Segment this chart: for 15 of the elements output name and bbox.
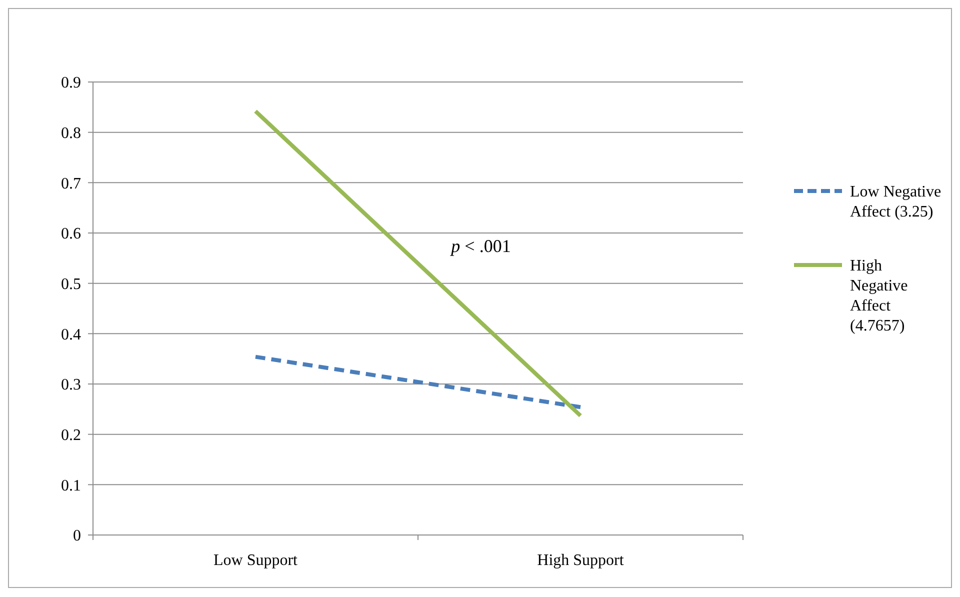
y-tick-label: 0.5 bbox=[61, 276, 81, 293]
y-tick-label: 0 bbox=[73, 528, 81, 545]
x-tick-label: Low Support bbox=[214, 552, 298, 569]
y-tick-label: 0.1 bbox=[61, 477, 81, 494]
y-tick-label: 0.2 bbox=[61, 426, 81, 444]
legend-label: Low Negative Affect (3.25) bbox=[850, 184, 942, 221]
x-tick-label: High Support bbox=[537, 552, 624, 569]
y-tick-label: 0.3 bbox=[61, 376, 81, 394]
y-tick-label: 0.4 bbox=[61, 326, 81, 344]
y-tick-label: 0.7 bbox=[61, 175, 81, 192]
y-tick-label: 0.9 bbox=[61, 74, 81, 92]
y-tick-label: 0.6 bbox=[61, 226, 81, 243]
legend-label: High Negative Affect (4.7657) bbox=[850, 258, 908, 335]
y-tick-label: 0.8 bbox=[61, 124, 81, 142]
annotation: p < .001 bbox=[449, 236, 511, 256]
